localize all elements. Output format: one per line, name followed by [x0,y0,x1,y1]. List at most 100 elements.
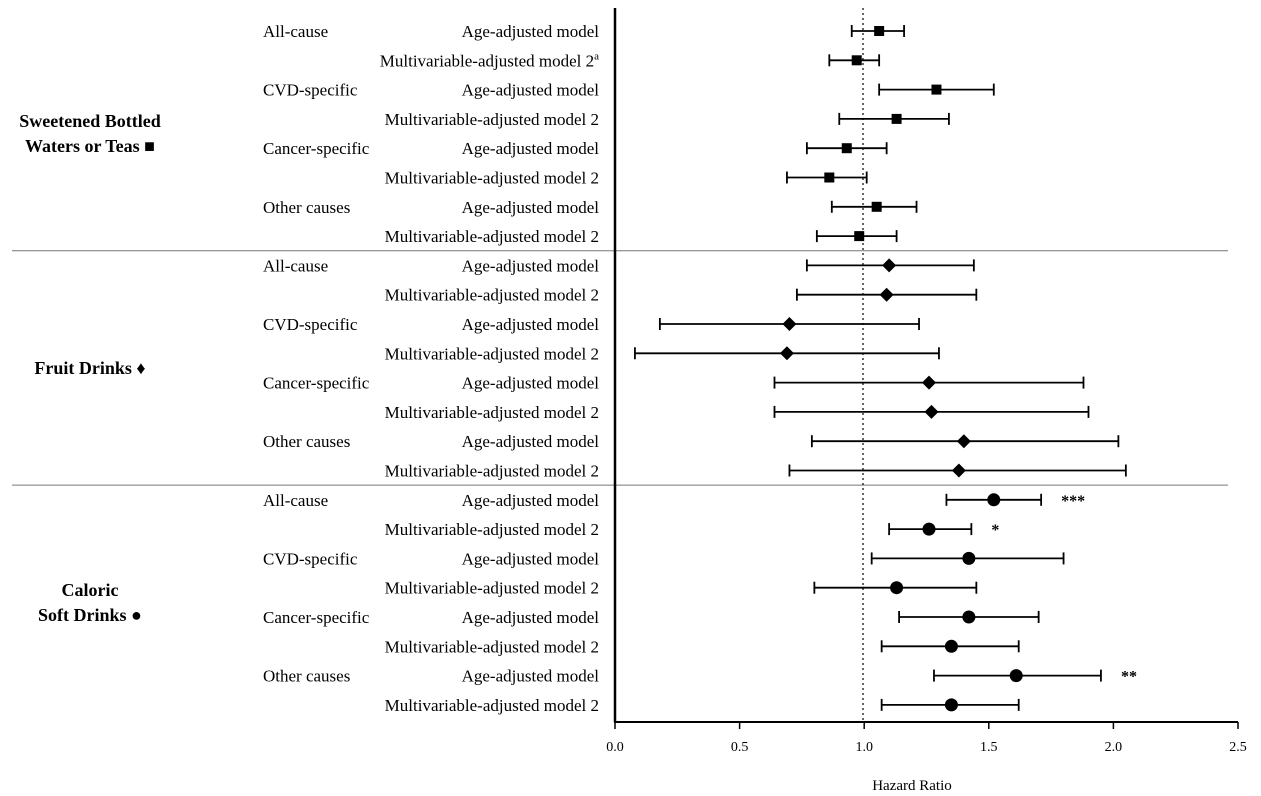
x-axis-title: Hazard Ratio [872,778,952,794]
outcome-label: All-cause [263,256,328,275]
model-label: Age-adjusted model [462,315,600,334]
model-label-text: Multivariable-adjusted model 2 [385,462,599,481]
hr-point-square [841,143,852,154]
model-label: Age-adjusted model [462,491,600,510]
model-label-text: Age-adjusted model [462,22,600,41]
model-label-text: Age-adjusted model [462,374,600,393]
model-label: Age-adjusted model [462,608,600,627]
model-label: Multivariable-adjusted model 2 [385,227,599,246]
model-label-text: Multivariable-adjusted model 2 [380,51,594,70]
outcome-label: Other causes [263,198,350,217]
hr-point-diamond [779,346,794,361]
outcome-label: CVD-specific [263,315,358,334]
hr-point-diamond [951,463,966,478]
model-label-text: Multivariable-adjusted model 2 [385,227,599,246]
model-label-text: Multivariable-adjusted model 2 [385,520,599,539]
model-label-text: Age-adjusted model [462,81,600,100]
model-label-text: Multivariable-adjusted model 2 [385,403,599,422]
hr-point-diamond [882,258,897,273]
hr-point-circle [1009,669,1023,683]
model-label: Multivariable-adjusted model 2a [380,50,599,70]
hr-point-circle [922,522,936,536]
significance-mark: * [991,522,999,539]
hr-point-square [871,201,882,212]
hr-point-square [874,26,885,36]
model-label: Multivariable-adjusted model 2 [385,110,599,129]
model-label-text: Multivariable-adjusted model 2 [385,110,599,129]
model-label-text: Age-adjusted model [462,256,600,275]
estimates: ****** [634,25,1137,712]
hr-point-diamond [956,434,971,449]
hr-point-square [931,84,942,95]
x-tick-label: 0.0 [606,740,624,755]
x-tick-label: 1.5 [980,740,998,755]
hr-point-circle [890,581,904,595]
hr-point-circle [944,639,958,653]
model-label-text: Multivariable-adjusted model 2 [385,696,599,715]
hr-point-circle [987,493,1001,507]
hr-point-square [854,231,865,242]
model-label: Age-adjusted model [462,198,600,217]
model-label: Age-adjusted model [462,667,600,686]
model-label: Multivariable-adjusted model 2 [385,286,599,305]
row-labels: All-cause Age-adjusted model Multivariable… [263,22,599,715]
model-label: Age-adjusted model [462,374,600,393]
model-label: Multivariable-adjusted model 2 [385,520,599,539]
hr-point-diamond [924,404,939,419]
model-label-text: Multivariable-adjusted model 2 [385,344,599,363]
model-label: Multivariable-adjusted model 2 [385,696,599,715]
model-label: Multivariable-adjusted model 2 [385,169,599,188]
group-labels: Sweetened Bottled Waters or Teas ■ Fruit D… [19,111,160,625]
group-label: Caloric [62,580,119,600]
outcome-label: Other causes [263,432,350,451]
model-label-text: Multivariable-adjusted model 2 [385,579,599,598]
x-tick-label: 0.5 [731,740,749,755]
group-dividers [12,250,1228,486]
group-label: Fruit Drinks ♦ [34,358,145,378]
significance-mark: *** [1061,493,1085,510]
model-label: Multivariable-adjusted model 2 [385,462,599,481]
model-label: Age-adjusted model [462,81,600,100]
hr-point-diamond [921,375,936,390]
model-label-text: Age-adjusted model [462,491,600,510]
hr-point-square [824,172,835,183]
x-tick-label: 2.0 [1105,740,1123,755]
model-label-text: Multivariable-adjusted model 2 [385,637,599,656]
axes [613,8,1238,723]
outcome-label: Other causes [263,667,350,686]
model-label-text: Multivariable-adjusted model 2 [385,169,599,188]
model-label-text: Age-adjusted model [462,549,600,568]
model-label: Multivariable-adjusted model 2 [385,403,599,422]
footnote-mark: a [594,50,599,62]
hr-point-diamond [782,317,797,331]
model-label-text: Age-adjusted model [462,432,600,451]
outcome-label: Cancer-specific [263,374,370,393]
outcome-label: All-cause [263,491,328,510]
model-label: Multivariable-adjusted model 2 [385,637,599,656]
x-tick-label: 1.0 [855,740,873,755]
hr-point-circle [944,698,958,712]
hr-point-square [851,55,862,66]
hr-point-square [891,113,902,124]
x-tick-label: 2.5 [1229,740,1247,755]
group-label: Sweetened Bottled [19,111,160,131]
group-label: Waters or Teas ■ [25,136,155,156]
model-label: Age-adjusted model [462,549,600,568]
outcome-label: CVD-specific [263,549,358,568]
hr-point-circle [962,610,976,624]
model-label: Multivariable-adjusted model 2 [385,344,599,363]
model-label: Age-adjusted model [462,432,600,451]
model-label: Multivariable-adjusted model 2 [385,579,599,598]
outcome-label: CVD-specific [263,81,358,100]
group-label: Soft Drinks ● [38,605,142,625]
hr-point-diamond [879,287,894,302]
model-label-text: Age-adjusted model [462,315,600,334]
model-label: Age-adjusted model [462,22,600,41]
model-label-text: Age-adjusted model [462,667,600,686]
outcome-label: Cancer-specific [263,608,370,627]
outcome-label: Cancer-specific [263,139,370,158]
model-label-text: Age-adjusted model [462,198,600,217]
model-label-text: Age-adjusted model [462,608,600,627]
model-label: Age-adjusted model [462,256,600,275]
